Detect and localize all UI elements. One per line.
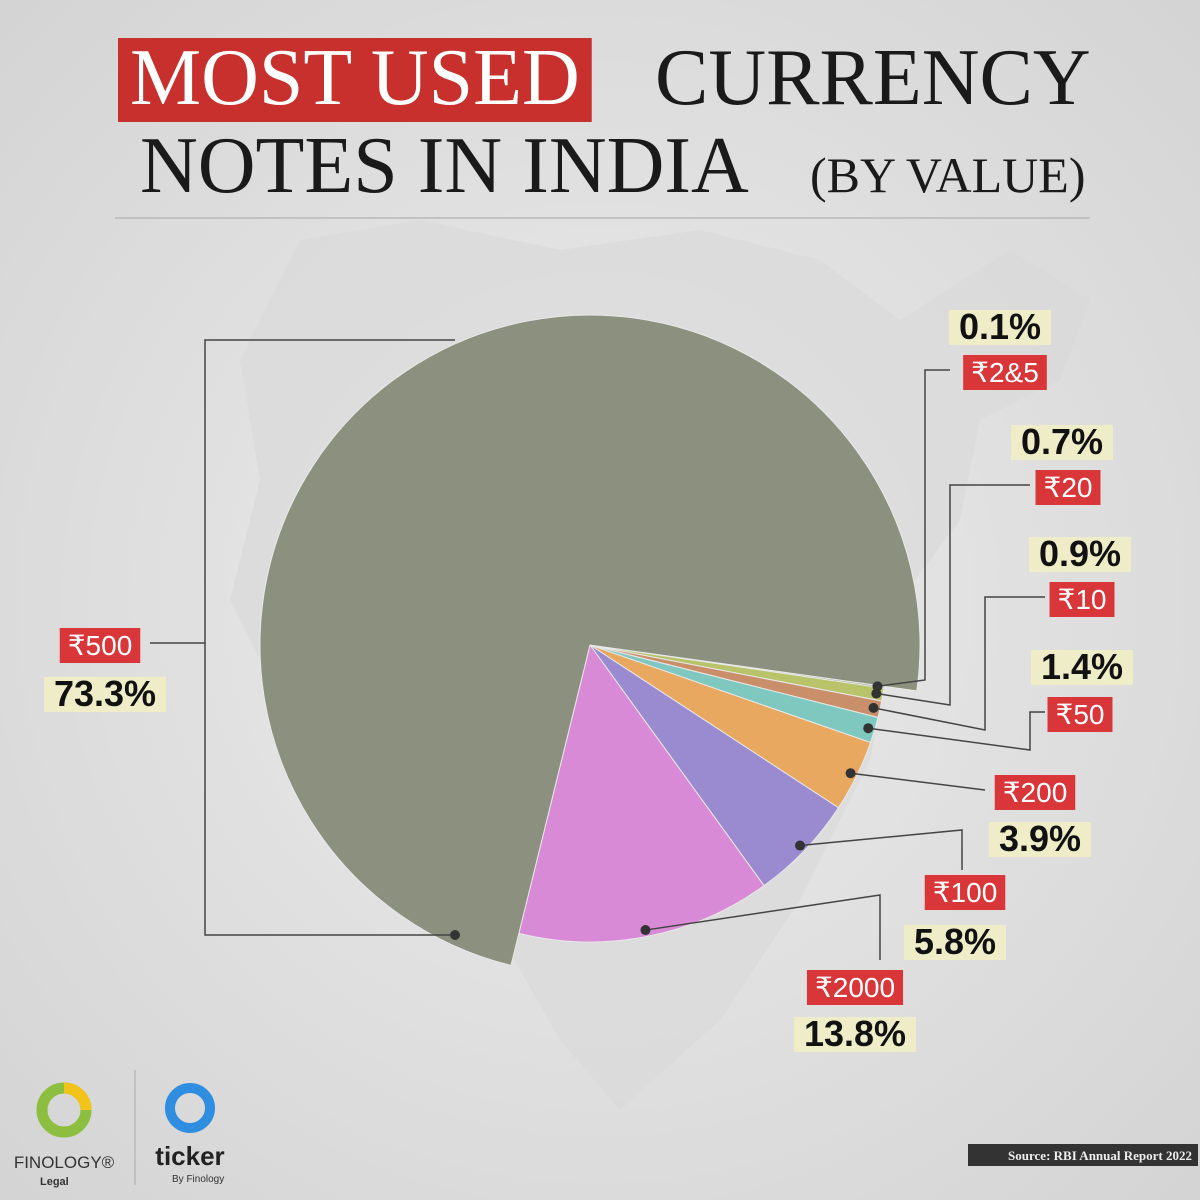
percent-highlight [988, 822, 1092, 857]
percent-highlight [1030, 650, 1134, 685]
finology-logo-arc [63, 1082, 92, 1111]
title-highlight: MOST USED [130, 34, 580, 122]
category-box [806, 970, 904, 1005]
leader-dot [845, 768, 856, 779]
title-line: NOTES IN INDIA [140, 122, 749, 210]
category-label: ₹50 [1056, 699, 1105, 730]
pie [259, 314, 921, 967]
source-box [968, 1144, 1198, 1166]
category-box [1035, 470, 1101, 505]
category-label: ₹2&5 [971, 357, 1039, 388]
category-box [1047, 697, 1113, 732]
finology-name: FINOLOGY® [14, 1153, 115, 1172]
percent-highlight [903, 925, 1007, 960]
leader-dot [871, 688, 882, 699]
value-label: 73.3% [54, 673, 156, 714]
leader-dot [863, 723, 874, 734]
leader-dot [450, 930, 460, 940]
title-line: CURRENCY [655, 34, 1091, 122]
percent-highlight [948, 310, 1052, 345]
category-box [1049, 582, 1115, 617]
leader-dot [868, 702, 879, 713]
pie-slice [518, 643, 765, 943]
percent-highlight [793, 1017, 917, 1052]
pie-slice [259, 314, 921, 967]
category-box [963, 355, 1047, 390]
leader-line [799, 829, 963, 870]
category-box [994, 775, 1076, 810]
value-label: 1.4% [1041, 646, 1123, 687]
category-box [924, 875, 1006, 910]
leader-line [873, 596, 1045, 731]
ticker-name: ticker [155, 1141, 224, 1171]
category-label: ₹20 [1044, 472, 1093, 503]
title: MOST USED CURRENCY NOTES IN INDIA (BY VA… [115, 34, 1091, 219]
category-box [59, 628, 141, 663]
finology-sub: Legal [40, 1176, 69, 1188]
source: Source: RBI Annual Report 2022 [1008, 1148, 1192, 1163]
labels: ₹2&5 0.1% ₹20 0.7% ₹10 0.9% ₹50 1.4% ₹200 3.9%₹10… [43, 306, 1134, 1054]
percent-highlight [1028, 537, 1132, 572]
ticker-sub: By Finology [172, 1174, 224, 1185]
leader-line [204, 339, 455, 936]
leader-line [645, 894, 881, 960]
subtitle: (BY VALUE) [810, 147, 1085, 203]
leader-line [868, 711, 1045, 751]
category-label: ₹100 [933, 877, 998, 908]
category-label: ₹500 [68, 630, 133, 661]
percent-highlight [1010, 425, 1114, 460]
leader-dot [795, 840, 806, 851]
category-label: ₹10 [1058, 584, 1107, 615]
value-label: 5.8% [914, 921, 996, 962]
value-label: 13.8% [804, 1013, 906, 1054]
leader-line [877, 369, 950, 688]
value-label: 0.7% [1021, 421, 1103, 462]
leader-line [850, 772, 986, 791]
leader-line [876, 484, 1030, 706]
category-label: ₹200 [1003, 777, 1068, 808]
leader-dot [640, 925, 651, 936]
category-label: ₹2000 [815, 972, 895, 1003]
value-label: 0.9% [1039, 533, 1121, 574]
percent-highlight [43, 677, 167, 712]
value-label: 0.1% [959, 306, 1041, 347]
value-label: 3.9% [999, 818, 1081, 859]
ticker-logo [165, 1083, 215, 1133]
logos: FINOLOGY® Legal ticker By Finology [14, 1070, 225, 1188]
title-highlight-box [118, 38, 592, 122]
